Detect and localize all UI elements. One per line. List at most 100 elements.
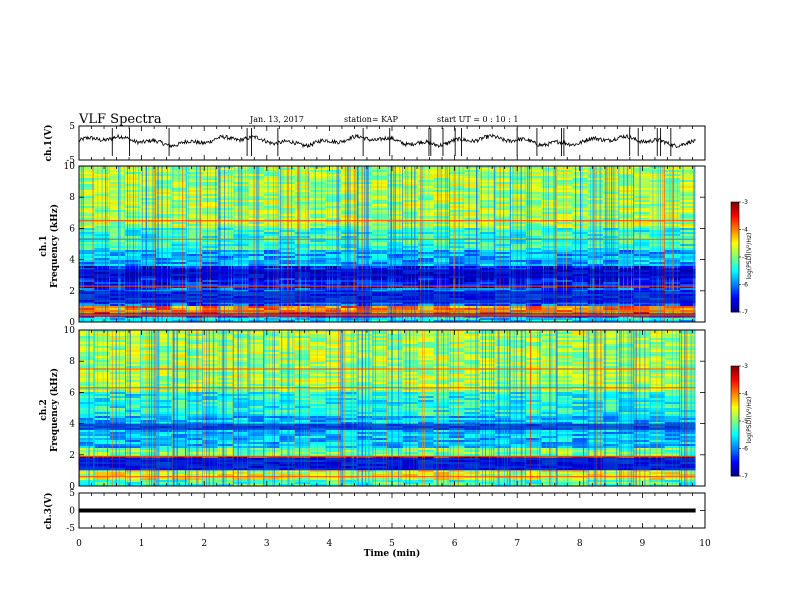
spectrogram-cell	[572, 344, 589, 347]
spectrogram-cell	[264, 334, 280, 337]
spectrogram-cell	[341, 346, 358, 349]
spectrogram-cell	[233, 222, 250, 225]
spectrogram-cell	[526, 344, 542, 347]
spectrogram-cell	[603, 196, 620, 199]
spectrogram-cell	[510, 176, 527, 179]
spectrogram-cell	[618, 204, 635, 207]
spectrogram-cell	[294, 304, 311, 307]
spectrogram-cell	[186, 318, 203, 321]
spectrogram-cell	[356, 332, 373, 335]
spectrogram-cell	[125, 354, 142, 357]
spectrogram-cell	[325, 188, 342, 191]
spectrogram-cell	[294, 212, 311, 215]
spectrogram-cell	[341, 284, 358, 287]
spectrogram-cell	[248, 350, 265, 353]
spectrogram-cell	[310, 230, 327, 233]
spectrogram-cell	[449, 226, 465, 229]
spectrogram-cell	[310, 364, 327, 367]
spectrogram-cell	[510, 252, 527, 255]
spectrogram-cell	[186, 342, 203, 345]
spectrogram-cell	[526, 242, 542, 245]
spectrogram-cell	[418, 178, 435, 181]
spectrogram-cell	[310, 280, 327, 283]
spectrogram-cell	[217, 340, 234, 343]
spectrogram-cell	[341, 278, 358, 281]
spectrogram-cell	[217, 232, 234, 235]
spectrogram-cell	[171, 258, 188, 261]
spectrogram-cell	[618, 320, 635, 323]
spectrogram-cell	[140, 350, 157, 353]
spectrogram-cell	[79, 196, 95, 199]
spectrogram-cell	[186, 222, 203, 225]
spectrogram-cell	[325, 190, 342, 193]
spectrogram-cell	[510, 184, 527, 187]
spectrogram-cell	[556, 196, 573, 199]
spectrogram-cell	[310, 388, 327, 391]
spectrogram-cell	[680, 194, 697, 197]
spectrogram-cell	[371, 210, 388, 213]
spectrogram-cell	[109, 196, 126, 199]
spectrogram-cell	[202, 350, 219, 353]
spectrogram-cell	[479, 170, 496, 173]
spectrogram-cell	[680, 208, 697, 211]
spectrogram-cell	[109, 354, 126, 357]
spectrogram-cell	[449, 180, 465, 183]
spectrogram-cell	[495, 186, 512, 189]
spectrogram-cell	[341, 172, 358, 175]
spectrogram-cell	[680, 192, 697, 195]
spectrogram-cell	[556, 250, 573, 253]
spectrogram-cell	[248, 360, 265, 363]
spectrogram-cell	[495, 262, 512, 265]
spectrogram-cell	[526, 394, 542, 397]
spectrogram-cell	[79, 340, 95, 343]
spectrogram-cell	[186, 182, 203, 185]
spectrogram-cell	[186, 198, 203, 201]
spectrogram-cell	[618, 336, 635, 339]
spectrogram-cell	[510, 228, 527, 231]
spectrogram-cell	[233, 230, 250, 233]
spectrogram-cell	[449, 342, 465, 345]
spectrogram-cell	[248, 358, 265, 361]
spectrogram-cell	[479, 308, 496, 311]
spectrogram-cell	[156, 278, 173, 281]
spectrogram-cell	[633, 344, 650, 347]
spectrogram-cell	[217, 200, 234, 203]
spectrogram-cell	[109, 232, 126, 235]
spectrogram-cell	[572, 362, 589, 365]
spectrogram-cell	[356, 374, 373, 377]
spectrogram-cell	[264, 380, 280, 383]
spectrogram-cell	[156, 362, 173, 365]
spectrogram-cell	[418, 198, 435, 201]
spectrogram-cell	[371, 250, 388, 253]
spectrogram-cell	[618, 206, 635, 209]
spectrogram-cell	[294, 394, 311, 397]
spectrogram-cell	[325, 334, 342, 337]
spectrogram-cell	[94, 392, 111, 395]
spectrogram-cell	[79, 348, 95, 351]
spectrogram-cell	[79, 304, 95, 307]
y-tick-label: 0	[69, 318, 75, 328]
spectrogram-cell	[495, 336, 512, 339]
spectrogram-cell	[79, 380, 95, 383]
spectrogram-cell	[510, 188, 527, 191]
spectrogram-cell	[140, 346, 157, 349]
spectrogram-cell	[79, 170, 95, 173]
spectrogram-cell	[479, 286, 496, 289]
spectrogram-cell	[479, 252, 496, 255]
spectrogram-cell	[603, 334, 620, 337]
spectrogram-cell	[233, 282, 250, 285]
spectrogram-cell	[680, 252, 697, 255]
spectrogram-cell	[418, 188, 435, 191]
spectrogram-cell	[526, 170, 542, 173]
spectrogram-cell	[402, 212, 419, 215]
spectrogram-cell	[171, 222, 188, 225]
panel-frame	[78, 125, 706, 161]
spectrogram-cell	[325, 320, 342, 323]
spectrogram-cell	[341, 184, 358, 187]
spectrogram-cell	[248, 332, 265, 335]
spectrogram-cell	[217, 244, 234, 247]
spectrogram-cell	[233, 182, 250, 185]
spectrogram-cell	[233, 228, 250, 231]
ch1-voltage-panel: 5-5	[66, 122, 706, 166]
spectrogram-cell	[664, 382, 681, 385]
